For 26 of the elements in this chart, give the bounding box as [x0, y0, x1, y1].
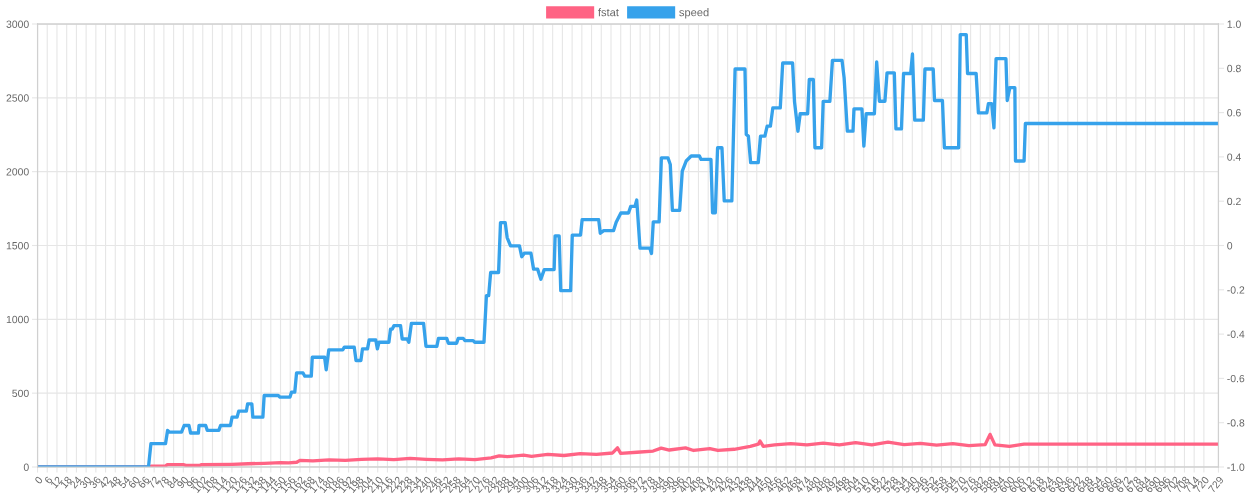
x-tick-label: 12: [50, 475, 63, 489]
x-tick-label: 729: [1207, 475, 1225, 494]
y2-tick-label: -1.0: [1227, 463, 1245, 471]
y-tick-label: 2000: [6, 168, 29, 176]
y2-tick-label: 0.8: [1227, 64, 1241, 73]
y2-tick-label: 0: [1227, 242, 1233, 250]
x-tick-label: 54: [118, 475, 131, 489]
y-tick-label: 1500: [6, 242, 29, 250]
y2-tick-label: 0.4: [1227, 153, 1241, 161]
y2-tick-label: -0.6: [1227, 374, 1245, 383]
y2-tick-label: 0.2: [1227, 197, 1241, 206]
y-tick-label: 3000: [6, 20, 29, 28]
y2-tick-label: -0.2: [1227, 286, 1245, 294]
x-tick-label: 0: [34, 475, 44, 485]
y2-tick-label: 0.6: [1227, 109, 1241, 117]
y-tick-label: 0: [23, 463, 29, 471]
legend-label: fstat: [598, 8, 619, 17]
y2-tick-label: 1.0: [1227, 20, 1241, 28]
y-tick-label: 1000: [6, 315, 29, 324]
x-tick-label: 30: [79, 475, 92, 489]
y-tick-label: 500: [12, 389, 29, 398]
y2-tick-label: -0.4: [1227, 330, 1245, 338]
legend-label: speed: [679, 8, 709, 19]
x-tick-label: 24: [69, 475, 82, 489]
y2-tick-label: -0.8: [1227, 419, 1245, 427]
y-tick-label: 2500: [6, 94, 29, 102]
